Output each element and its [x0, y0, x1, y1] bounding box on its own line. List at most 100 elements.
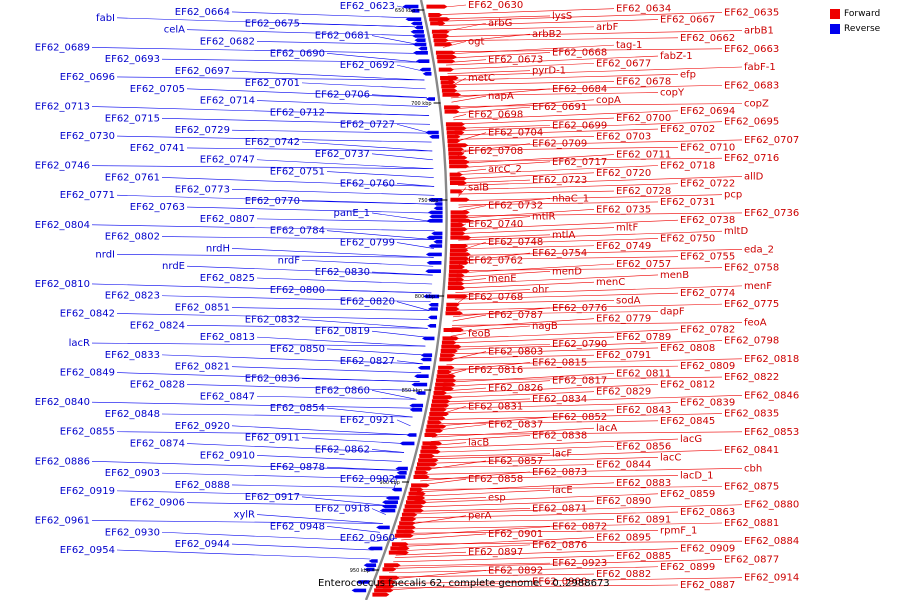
- gene-label[interactable]: EF62_0696: [60, 72, 115, 83]
- gene-label[interactable]: EF62_0755: [680, 252, 735, 263]
- gene-label[interactable]: EF62_0715: [105, 113, 160, 124]
- gene-label[interactable]: pyrD-1: [532, 66, 566, 77]
- gene-label[interactable]: lacR: [69, 338, 90, 349]
- gene-label[interactable]: EF62_0877: [724, 554, 779, 565]
- gene-label[interactable]: EF62_0920: [175, 421, 230, 432]
- gene-label[interactable]: EF62_0682: [200, 36, 255, 47]
- gene-label[interactable]: nhaC_1: [552, 193, 589, 204]
- gene-label[interactable]: EF62_0917: [245, 492, 300, 503]
- gene-label[interactable]: EF62_0747: [200, 155, 255, 166]
- gene-label[interactable]: dapF: [660, 306, 685, 317]
- gene-label[interactable]: EF62_0848: [105, 409, 160, 420]
- gene-label[interactable]: arbB1: [744, 26, 774, 37]
- gene-label[interactable]: allD: [744, 171, 764, 182]
- gene-label[interactable]: feoA: [744, 317, 767, 328]
- gene-label[interactable]: EF62_0826: [488, 383, 543, 394]
- gene-label[interactable]: EF62_0887: [680, 580, 735, 591]
- gene-label[interactable]: pcp: [724, 190, 742, 201]
- gene-label[interactable]: EF62_0901: [488, 529, 543, 540]
- gene-label[interactable]: EF62_0874: [130, 439, 185, 450]
- gene-label[interactable]: EF62_0771: [60, 190, 115, 201]
- gene-label[interactable]: EF62_0903: [105, 468, 160, 479]
- gene-label[interactable]: menF: [744, 281, 772, 292]
- gene-label[interactable]: EF62_0727: [340, 119, 395, 130]
- gene-label[interactable]: EF62_0892: [488, 565, 543, 576]
- gene-label[interactable]: EF62_0813: [200, 332, 255, 343]
- gene-label[interactable]: arbF: [596, 22, 619, 33]
- gene-label[interactable]: EF62_0714: [200, 96, 255, 107]
- gene-label[interactable]: EF62_0818: [744, 354, 799, 365]
- gene-label[interactable]: EF62_0860: [315, 385, 370, 396]
- gene-label[interactable]: menE: [488, 274, 517, 285]
- gene-label[interactable]: EF62_0855: [60, 427, 115, 438]
- gene-label[interactable]: EF62_0779: [596, 314, 651, 325]
- gene-label[interactable]: EF62_0837: [488, 419, 543, 430]
- gene-label[interactable]: EF62_0789: [616, 332, 671, 343]
- gene-label[interactable]: EF62_0831: [468, 401, 523, 412]
- gene-label[interactable]: EF62_0840: [35, 397, 90, 408]
- gene-label[interactable]: EF62_0961: [35, 515, 90, 526]
- gene-label[interactable]: EF62_0738: [680, 215, 735, 226]
- gene-label[interactable]: EF62_0750: [660, 233, 715, 244]
- gene-label[interactable]: copY: [660, 88, 685, 99]
- gene-label[interactable]: EF62_0919: [60, 486, 115, 497]
- gene-label[interactable]: EF62_0705: [130, 84, 185, 95]
- gene-label[interactable]: EF62_0711: [616, 150, 671, 161]
- gene-label[interactable]: EF62_0731: [660, 197, 715, 208]
- gene-label[interactable]: EF62_0836: [245, 374, 300, 385]
- gene-label[interactable]: EF62_0668: [552, 47, 607, 58]
- gene-label[interactable]: EF62_0859: [660, 489, 715, 500]
- gene-label[interactable]: EF62_0623: [340, 1, 395, 12]
- gene-label[interactable]: EF62_0712: [270, 107, 325, 118]
- gene-label[interactable]: EF62_0888: [175, 480, 230, 491]
- gene-label[interactable]: EF62_0856: [616, 441, 671, 452]
- gene-label[interactable]: panE_1: [334, 208, 371, 219]
- gene-label[interactable]: EF62_0681: [315, 31, 370, 42]
- gene-label[interactable]: EF62_0910: [200, 450, 255, 461]
- gene-label[interactable]: EF62_0698: [468, 109, 523, 120]
- gene-label[interactable]: EF62_0667: [660, 15, 715, 26]
- gene-label[interactable]: EF62_0824: [130, 320, 185, 331]
- gene-label[interactable]: EF62_0749: [596, 241, 651, 252]
- gene-label[interactable]: EF62_0713: [35, 102, 90, 113]
- gene-label[interactable]: EF62_0718: [660, 161, 715, 172]
- gene-label[interactable]: EF62_0876: [532, 540, 587, 551]
- gene-label[interactable]: EF62_0882: [596, 569, 651, 580]
- gene-label[interactable]: esp: [488, 492, 506, 503]
- gene-label[interactable]: EF62_0774: [680, 288, 735, 299]
- gene-label[interactable]: EF62_0717: [552, 157, 607, 168]
- gene-label[interactable]: EF62_0748: [488, 237, 543, 248]
- gene-label[interactable]: EF62_0871: [532, 503, 587, 514]
- gene-label[interactable]: EF62_0692: [340, 60, 395, 71]
- gene-label[interactable]: EF62_0862: [315, 444, 370, 455]
- gene-label[interactable]: EF62_0683: [724, 80, 779, 91]
- gene-label[interactable]: mtlA: [552, 230, 575, 241]
- gene-label[interactable]: EF62_0810: [35, 279, 90, 290]
- gene-label[interactable]: metC: [468, 73, 495, 84]
- gene-label[interactable]: copA: [596, 95, 621, 106]
- gene-label[interactable]: celA: [164, 25, 185, 36]
- gene-label[interactable]: EF62_0703: [596, 131, 651, 142]
- gene-label[interactable]: EF62_0828: [130, 379, 185, 390]
- gene-label[interactable]: EF62_0834: [532, 394, 587, 405]
- gene-label[interactable]: EF62_0761: [105, 172, 160, 183]
- gene-label[interactable]: EF62_0846: [744, 390, 799, 401]
- gene-label[interactable]: arbB2: [532, 29, 562, 40]
- gene-label[interactable]: EF62_0760: [340, 178, 395, 189]
- gene-label[interactable]: EF62_0730: [60, 131, 115, 142]
- gene-label[interactable]: EF62_0763: [130, 202, 185, 213]
- gene-label[interactable]: EF62_0829: [596, 387, 651, 398]
- gene-label[interactable]: EF62_0921: [340, 415, 395, 426]
- gene-label[interactable]: lacB: [468, 438, 489, 449]
- gene-label[interactable]: EF62_0900: [532, 576, 587, 587]
- gene-label[interactable]: EF62_0708: [468, 146, 523, 157]
- gene-label[interactable]: EF62_0693: [105, 54, 160, 65]
- gene-label[interactable]: EF62_0702: [660, 124, 715, 135]
- gene-label[interactable]: EF62_0808: [660, 343, 715, 354]
- gene-label[interactable]: nrdI: [95, 249, 115, 260]
- gene-label[interactable]: EF62_0675: [245, 19, 300, 30]
- gene-label[interactable]: EF62_0678: [616, 77, 671, 88]
- gene-label[interactable]: EF62_0930: [105, 527, 160, 538]
- gene-label[interactable]: EF62_0770: [245, 196, 300, 207]
- gene-label[interactable]: EF62_0700: [616, 113, 671, 124]
